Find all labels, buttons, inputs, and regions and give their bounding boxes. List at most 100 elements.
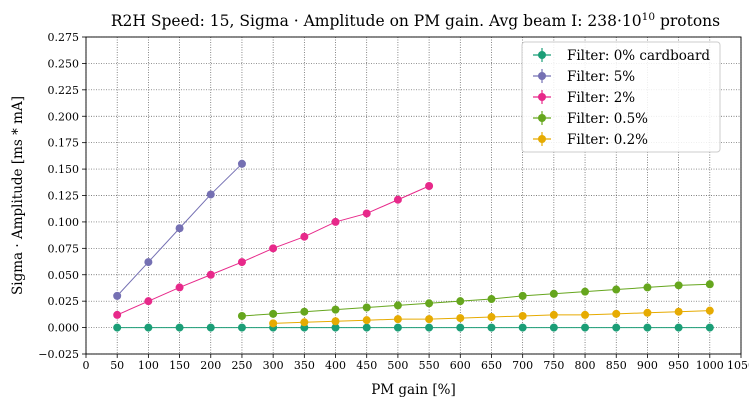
x-axis-label: PM gain [%] <box>371 382 456 398</box>
data-point <box>456 323 465 332</box>
y-tick-label: 0.025 <box>48 295 80 308</box>
data-point <box>425 323 434 332</box>
series-3 <box>237 280 714 320</box>
x-tick-label: 200 <box>200 359 221 372</box>
legend-box <box>521 41 721 153</box>
data-point <box>331 317 340 326</box>
data-point <box>518 291 527 300</box>
data-point <box>393 301 402 310</box>
y-tick-label: 0.225 <box>48 84 80 97</box>
legend-label: Filter: 2% <box>567 90 635 106</box>
data-point <box>331 217 340 226</box>
x-tick-label: 150 <box>169 359 190 372</box>
chart-title-exponent: 10 <box>642 11 655 23</box>
data-point <box>705 323 714 332</box>
x-tick-label: 350 <box>294 359 315 372</box>
data-point <box>175 283 184 292</box>
data-point <box>269 309 278 318</box>
legend: Filter: 0% cardboard Filter: 5% Filter: 2%… <box>521 41 721 153</box>
legend-marker <box>538 93 546 101</box>
legend-label: Filter: 0.2% <box>567 132 648 148</box>
x-tick-label: 450 <box>356 359 377 372</box>
series-4 <box>269 306 714 328</box>
chart-title-main: R2H Speed: 15, Sigma · Amplitude on PM g… <box>111 12 642 30</box>
data-point <box>518 323 527 332</box>
data-point <box>612 309 621 318</box>
legend-marker <box>538 135 546 143</box>
data-point <box>487 313 496 322</box>
data-point <box>674 307 683 316</box>
x-tick-label: 0 <box>83 359 90 372</box>
y-tick-label: 0.050 <box>48 269 80 282</box>
data-point <box>425 181 434 190</box>
data-point <box>581 287 590 296</box>
x-tick-label: 250 <box>231 359 252 372</box>
data-point <box>612 323 621 332</box>
x-tick-label: 650 <box>481 359 502 372</box>
y-tick-label: 0.125 <box>48 190 80 203</box>
legend-item: Filter: 2% <box>533 90 635 106</box>
data-point <box>612 285 621 294</box>
data-point <box>362 209 371 218</box>
data-point <box>705 306 714 315</box>
x-tick-label: 700 <box>512 359 533 372</box>
data-point <box>144 323 153 332</box>
data-point <box>549 310 558 319</box>
data-point <box>237 311 246 320</box>
legend-marker <box>538 114 546 122</box>
legend-item: Filter: 0% cardboard <box>533 48 710 64</box>
data-point <box>237 159 246 168</box>
data-point <box>643 283 652 292</box>
y-tick-label: 0.075 <box>48 242 80 255</box>
y-axis: −0.025 0.000 0.025 0.050 0.075 0.100 0.125 0.15… <box>38 31 86 361</box>
data-point <box>456 314 465 323</box>
x-tick-label: 400 <box>325 359 346 372</box>
data-point <box>206 190 215 199</box>
data-point <box>393 195 402 204</box>
y-tick-label: 0.100 <box>48 216 80 229</box>
x-tick-label: 900 <box>637 359 658 372</box>
x-tick-label: 1050 <box>727 359 749 372</box>
data-point <box>144 297 153 306</box>
x-tick-label: 50 <box>110 359 124 372</box>
data-point <box>425 299 434 308</box>
y-tick-label: 0.275 <box>48 31 80 44</box>
data-point <box>487 323 496 332</box>
data-point <box>643 323 652 332</box>
x-tick-label: 800 <box>575 359 596 372</box>
data-point <box>113 291 122 300</box>
data-point <box>362 316 371 325</box>
x-tick-label: 300 <box>263 359 284 372</box>
data-point <box>144 258 153 267</box>
data-point <box>269 319 278 328</box>
data-point <box>113 310 122 319</box>
legend-label: Filter: 5% <box>567 69 635 85</box>
data-point <box>206 323 215 332</box>
legend-marker <box>538 72 546 80</box>
data-point <box>581 323 590 332</box>
series-1 <box>113 159 246 300</box>
series-group <box>113 159 714 332</box>
y-tick-label: −0.025 <box>38 348 79 361</box>
data-point <box>269 244 278 253</box>
data-point <box>300 307 309 316</box>
data-point <box>331 305 340 314</box>
legend-item: Filter: 5% <box>533 69 635 85</box>
chart-title-suffix: protons <box>655 12 720 30</box>
data-point <box>581 310 590 319</box>
data-point <box>206 270 215 279</box>
x-tick-label: 1000 <box>696 359 724 372</box>
data-point <box>456 297 465 306</box>
data-point <box>237 323 246 332</box>
data-point <box>518 311 527 320</box>
data-point <box>549 289 558 298</box>
y-tick-label: 0.000 <box>48 322 80 335</box>
data-point <box>705 280 714 289</box>
data-point <box>549 323 558 332</box>
x-tick-label: 500 <box>387 359 408 372</box>
series-2 <box>113 181 434 319</box>
y-tick-label: 0.200 <box>48 110 80 123</box>
x-tick-label: 950 <box>668 359 689 372</box>
data-point <box>362 303 371 312</box>
